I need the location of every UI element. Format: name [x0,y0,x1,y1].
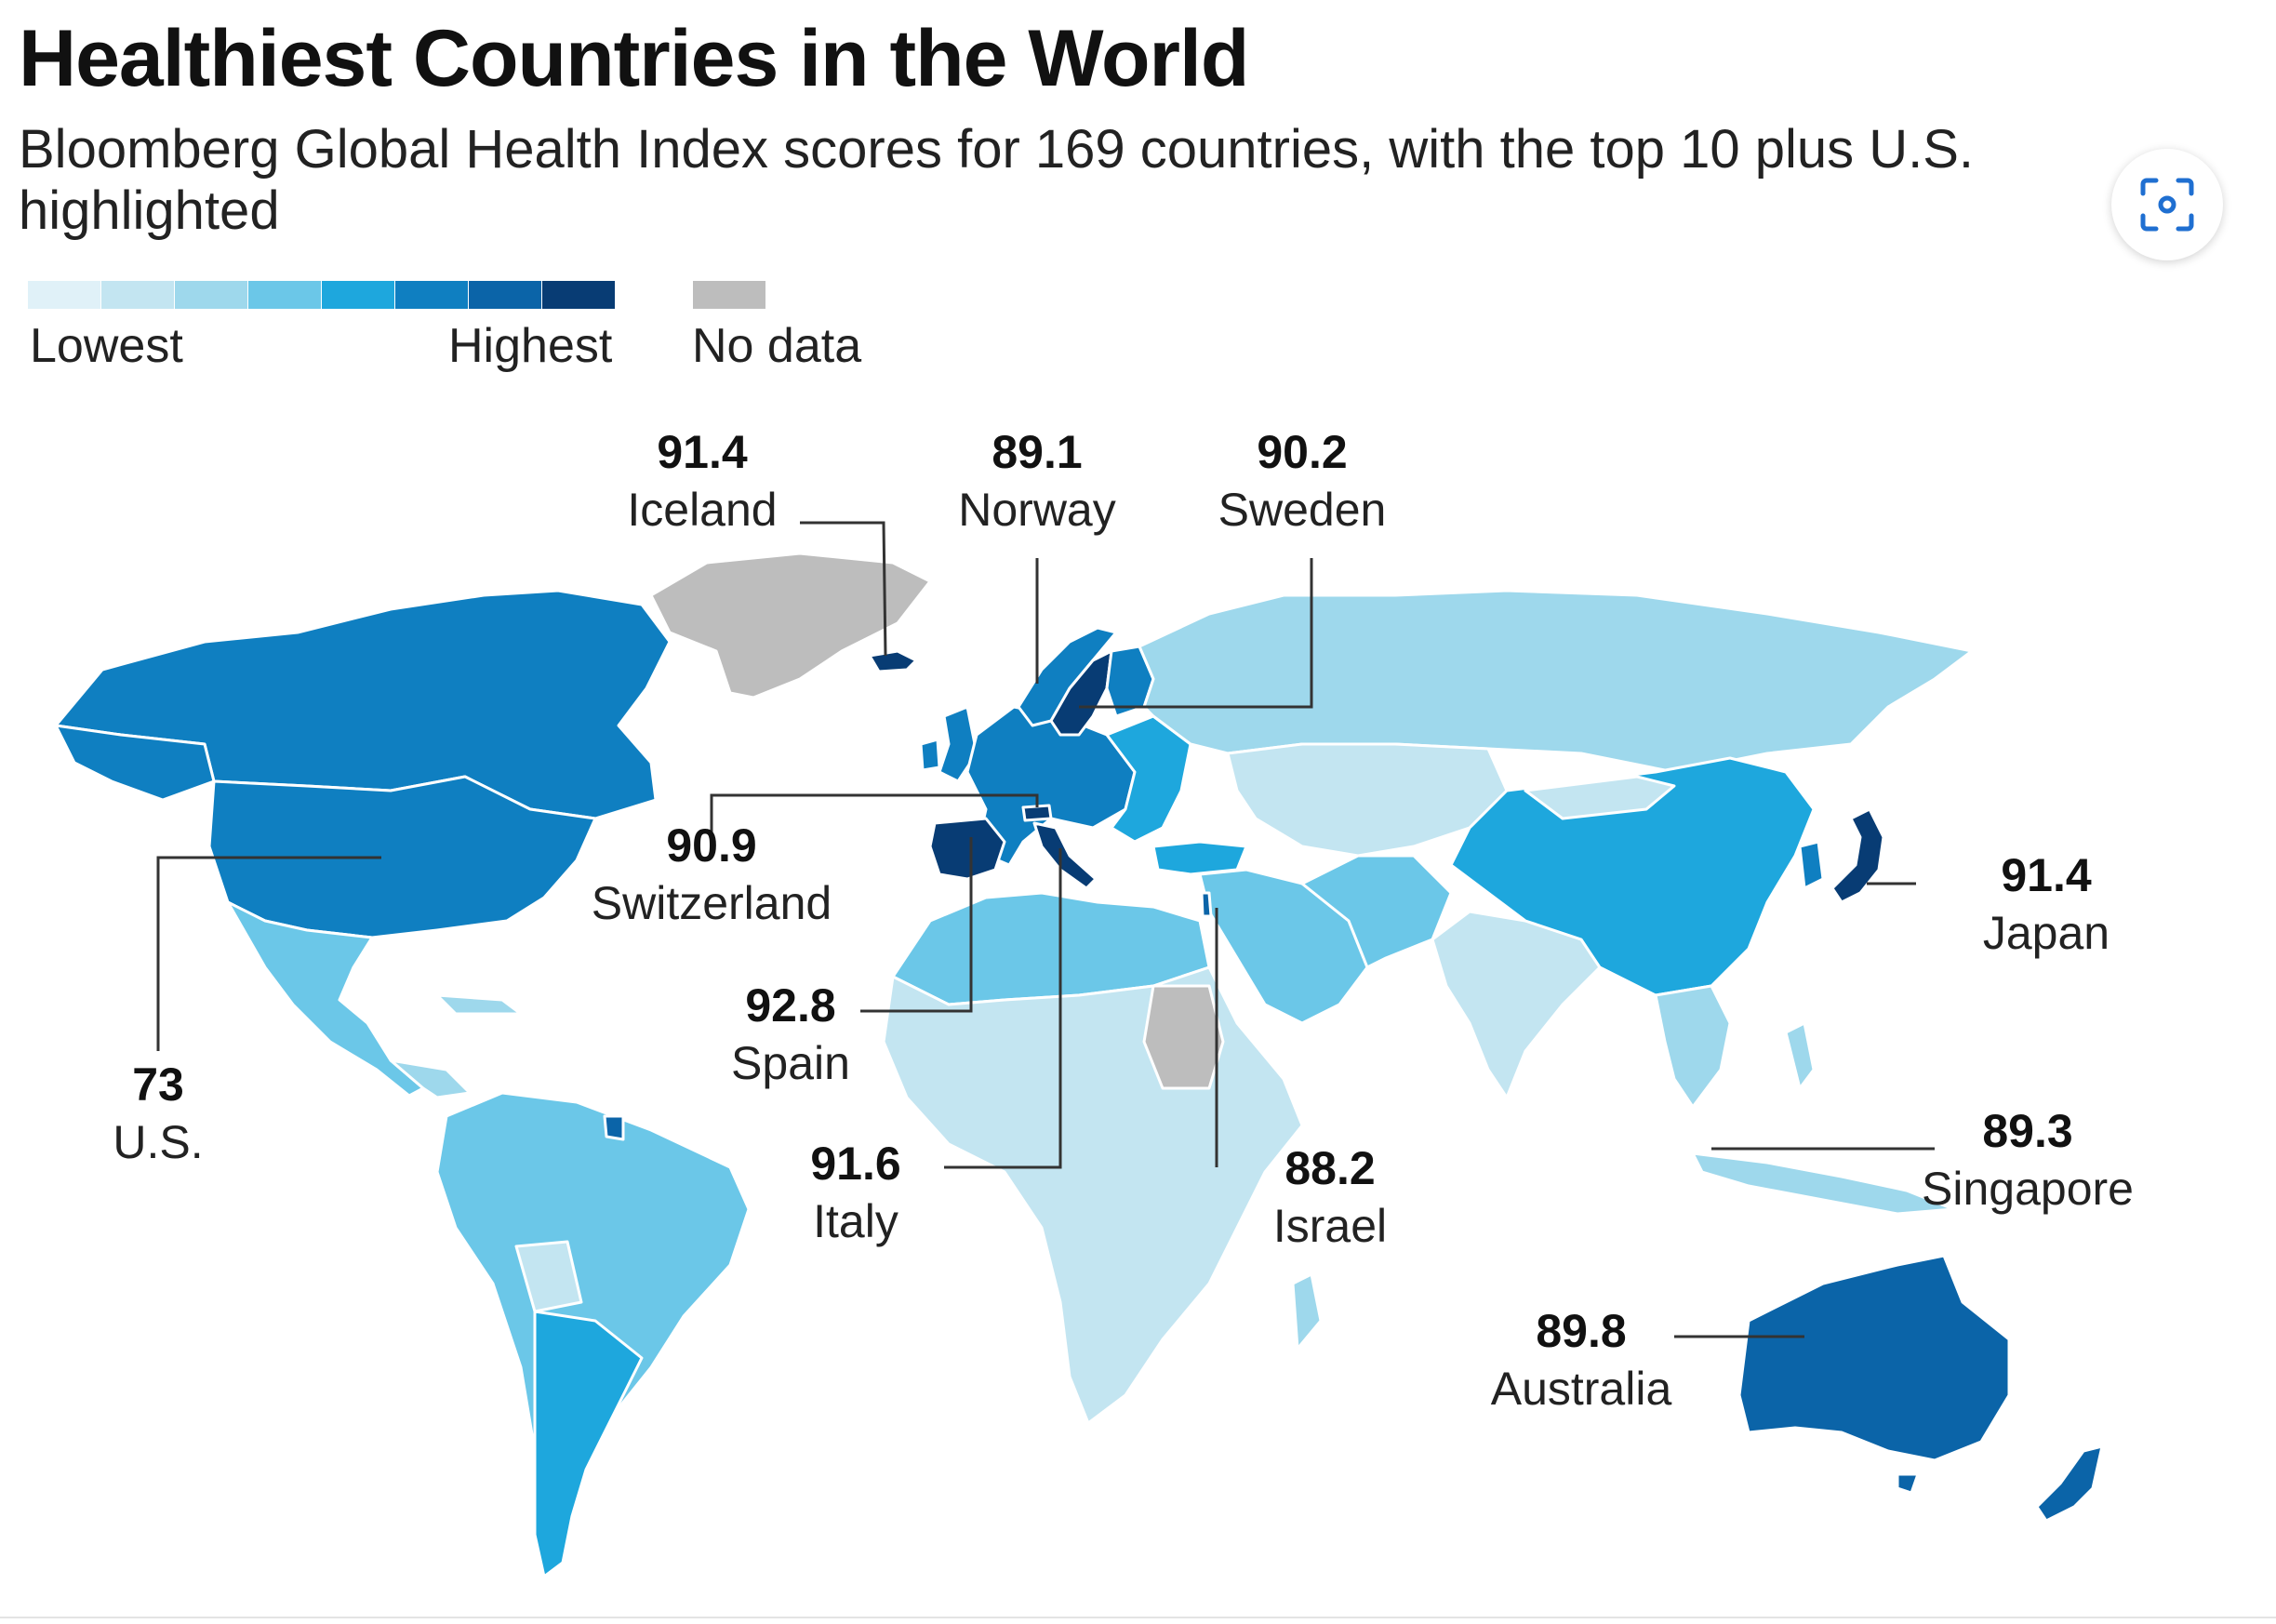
mongolia-region [1524,775,1676,820]
world-map [54,521,2104,1578]
callout-country: Israel [1272,1200,1388,1252]
alaska-region [54,724,216,802]
page-title: Healthiest Countries in the World [19,14,1249,103]
israel-region [1200,891,1213,918]
legend-swatch-2 [101,281,174,309]
iceland-region [868,649,918,673]
turkey-region [1151,840,1248,876]
legend-low-label: Lowest [30,319,183,373]
callout-iceland: 91.4 Iceland [595,423,809,539]
callout-score: 92.8 [745,979,836,1032]
map-legend: Lowest Highest No data [28,281,912,383]
callout-country: Switzerland [591,877,832,929]
greenland-region [649,552,932,699]
india-region [1431,910,1602,1099]
callout-score: 91.6 [810,1138,901,1190]
china-region [1449,756,1816,997]
japan-region [1830,807,1885,904]
central-america-region [389,1058,472,1099]
legend-swatch-6 [395,281,468,309]
legend-swatch-3 [175,281,247,309]
callout-score: 91.4 [657,426,748,478]
callout-italy: 91.6 Italy [763,1135,949,1250]
callout-country: Japan [1982,907,2110,959]
bottom-divider [0,1617,2276,1618]
callout-australia: 89.8 Australia [1470,1302,1693,1418]
callout-score: 73 [132,1058,184,1111]
switzerland-region [1021,804,1053,822]
callout-country: Sweden [1218,484,1387,536]
callout-singapore: 89.3 Singapore [1897,1102,2158,1218]
suriname-region [603,1114,625,1141]
russia-region [1138,589,1974,774]
callout-country: Iceland [627,484,778,536]
legend-nodata-swatch [693,281,765,309]
central-asia-region [1226,742,1509,858]
leader-iceland [800,521,887,657]
legend-swatch-4 [248,281,321,309]
madagascar-region [1291,1272,1323,1351]
leader-us [156,856,381,1051]
argentina-region [533,1310,644,1578]
legend-swatch-5 [322,281,394,309]
callout-spain: 92.8 Spain [688,977,893,1092]
southeast-asia-region [1654,984,1732,1109]
callout-israel: 88.2 Israel [1237,1139,1423,1255]
spain-region [928,817,1006,881]
italy-region [1032,821,1098,890]
uk-region [938,705,978,783]
callout-score: 90.9 [666,819,757,872]
legend-nodata-label: No data [692,319,862,373]
callout-sweden: 90.2 Sweden [1195,423,1409,539]
callout-us: 73 U.S. [84,1056,233,1171]
callout-score: 91.4 [2001,849,2092,901]
legend-swatch-1 [28,281,100,309]
leader-switzerland [710,793,1039,832]
legend-swatch-8 [542,281,615,309]
callout-score: 88.2 [1284,1142,1376,1194]
ireland-region [919,738,941,772]
norway-region [1017,626,1118,727]
leader-spain [860,837,973,1013]
visual-search-button[interactable] [2111,149,2223,260]
new-zealand-region [2035,1444,2104,1523]
callout-japan: 91.4 Japan [1944,846,2149,962]
australia-region [1737,1254,2011,1462]
leader-italy [944,848,1062,1169]
philippines-region [1784,1021,1816,1090]
callout-country: Spain [731,1037,850,1089]
callout-score: 90.2 [1257,426,1348,478]
leader-sweden [1079,558,1313,709]
legend-high-label: Highest [448,319,613,373]
callout-country: Italy [813,1195,898,1247]
bolivia-region [514,1240,583,1313]
scan-icon [2140,178,2194,232]
callout-score: 89.1 [992,426,1083,478]
callout-country: U.S. [113,1116,204,1168]
callout-country: Norway [958,484,1116,536]
korea-region [1798,840,1825,890]
middle-east-region [1198,868,1369,1025]
caribbean-region [435,993,523,1016]
callout-country: Australia [1490,1363,1672,1415]
callout-leader-lines [156,521,1935,1338]
callout-score: 89.8 [1536,1305,1627,1357]
legend-swatch-7 [469,281,541,309]
callout-score: 89.3 [1982,1105,2073,1157]
callout-country: Singapore [1922,1163,2134,1215]
tasmania-region [1896,1472,1920,1495]
indonesia-region [1691,1151,1955,1216]
sudan-region [1142,984,1225,1090]
page-subtitle: Bloomberg Global Health Index scores for… [19,119,1975,241]
callout-switzerland: 90.9 Switzerland [558,817,865,932]
callout-norway: 89.1 Norway [930,423,1144,539]
